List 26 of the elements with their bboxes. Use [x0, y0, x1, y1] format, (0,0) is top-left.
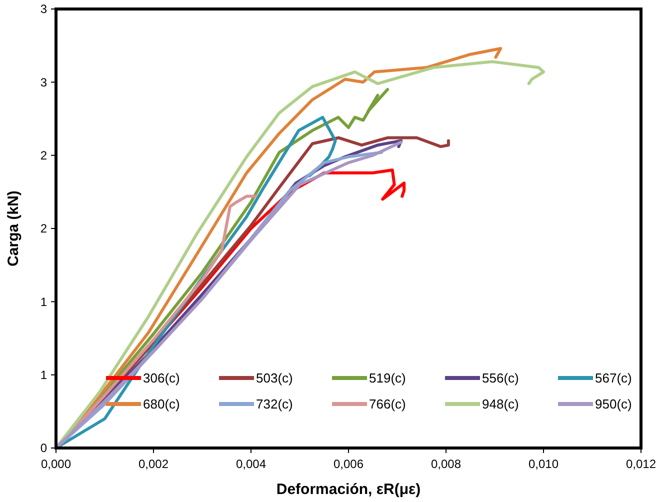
x-tick-label: 0,006 — [333, 457, 364, 471]
legend-label: 766(c) — [369, 396, 406, 412]
x-axis-title: Deformación, εR(με) — [276, 481, 421, 498]
legend-label: 680(c) — [143, 396, 180, 412]
y-tick-label: 3 — [40, 75, 48, 90]
x-tick-label: 0,002 — [138, 457, 169, 471]
legend-label: 556(c) — [482, 370, 519, 386]
legend-label: 948(c) — [482, 396, 519, 412]
x-tick-label: 0,000 — [40, 457, 72, 471]
x-tick-label: 0,012 — [626, 457, 656, 471]
y-tick-label: 1 — [40, 368, 48, 382]
y-tick-label: 2 — [40, 148, 48, 163]
legend-label: 519(c) — [369, 370, 406, 386]
legend-label: 306(c) — [143, 370, 180, 386]
legend-label: 732(c) — [256, 396, 293, 412]
y-tick-label: 3 — [40, 2, 48, 16]
x-tick-label: 0,010 — [528, 457, 559, 471]
y-tick-label: 0 — [40, 441, 48, 456]
y-tick-label: 2 — [40, 222, 48, 236]
y-axis-title: Carga (kN) — [5, 190, 22, 266]
legend-label: 503(c) — [256, 370, 293, 386]
x-tick-label: 0,004 — [236, 457, 266, 471]
x-tick-label: 0,008 — [430, 457, 462, 471]
y-tick-label: 1 — [40, 294, 48, 309]
legend-label: 567(c) — [595, 370, 632, 386]
legend-label: 950(c) — [595, 396, 632, 412]
